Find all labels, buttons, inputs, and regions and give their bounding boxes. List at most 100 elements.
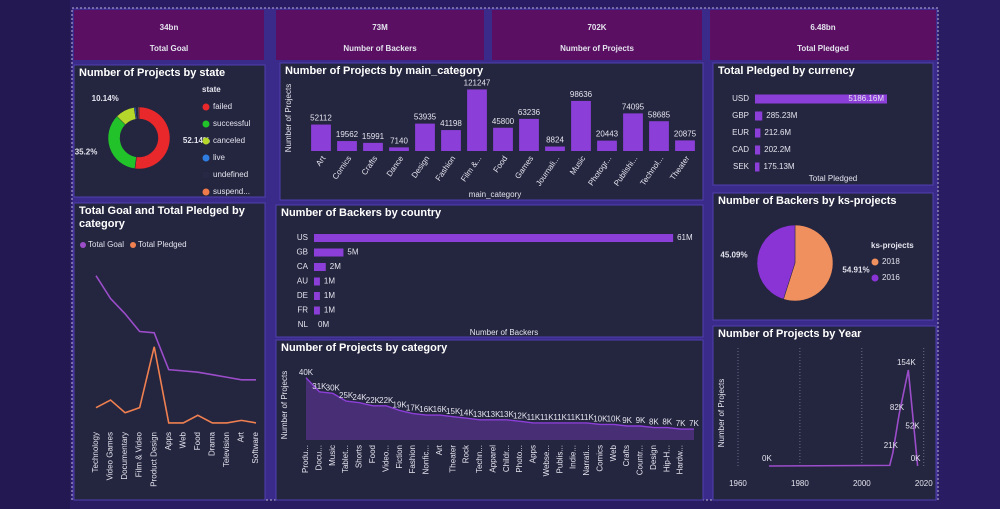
- x-tick-label: Food: [368, 445, 377, 463]
- legend-dot: [202, 137, 210, 145]
- x-tick-label: Design: [649, 445, 658, 470]
- data-label: 24K: [352, 393, 367, 402]
- y-tick-label: NL: [298, 320, 309, 329]
- data-label: 13K: [486, 410, 501, 419]
- bar: [755, 162, 760, 172]
- x-tick-label: Drama: [207, 431, 216, 456]
- pie-slice: [756, 224, 796, 300]
- bar: [755, 145, 761, 155]
- legend-label: 2016: [882, 273, 900, 282]
- x-tick-label: Food: [193, 432, 202, 450]
- bar: [314, 248, 344, 257]
- x-tick-label: Childr...: [502, 445, 511, 472]
- legend-label: successful: [213, 119, 251, 128]
- legend-title: ks-projects: [871, 241, 914, 250]
- data-label: 2M: [330, 262, 341, 271]
- data-label: 10K: [607, 415, 622, 424]
- y-tick-label: GB: [296, 248, 308, 257]
- x-tick-label: Video Games: [106, 432, 115, 480]
- data-label: 9K: [636, 416, 646, 425]
- data-label: 5M: [347, 248, 358, 257]
- legend-dot: [202, 171, 210, 179]
- x-tick-label: Web: [609, 444, 618, 461]
- x-tick-label: Film & Video: [135, 431, 144, 477]
- bar: [755, 128, 761, 138]
- x-tick-label: Techn...: [475, 445, 484, 473]
- data-label: 8K: [649, 418, 659, 427]
- x-tick-label: Crafts: [622, 445, 631, 466]
- y-tick-label: FR: [297, 306, 308, 315]
- legend-dot: [202, 188, 210, 196]
- bar: [571, 100, 591, 151]
- x-tick-label: Apps: [164, 432, 173, 450]
- x-tick-label: Software: [251, 431, 260, 463]
- data-label: 25K: [339, 391, 354, 400]
- chart-title: Total Goal and Total Pledged by category: [79, 205, 245, 230]
- y-tick-label: USD: [732, 94, 749, 103]
- bar: [314, 277, 320, 286]
- bar: [597, 140, 617, 151]
- kpi-label: Number of Backers: [343, 44, 417, 53]
- legend-title: state: [202, 85, 221, 94]
- x-tick-label: Technology: [91, 432, 100, 472]
- x-tick-label: Art: [435, 444, 444, 455]
- data-label: 19562: [336, 130, 359, 139]
- data-label: 11K: [580, 413, 594, 422]
- data-label: 15991: [362, 132, 385, 141]
- data-label: 13K: [473, 410, 488, 419]
- legend-dot: [871, 274, 879, 282]
- x-tick-label: Shorts: [355, 445, 364, 468]
- bar: [441, 130, 461, 151]
- x-tick-label: Web: [178, 431, 187, 448]
- y-tick-label: GBP: [732, 111, 749, 120]
- data-label: 20443: [596, 130, 619, 139]
- data-label: 17K: [406, 404, 421, 413]
- bar: [311, 124, 331, 151]
- kpi-card: [276, 10, 484, 60]
- chart-title: Total Pledged by currency: [718, 65, 855, 77]
- bar: [493, 127, 513, 151]
- x-tick-label: Webse...: [542, 445, 551, 476]
- x-tick-label: Apparel: [488, 445, 497, 473]
- slice-label: 52.14%: [183, 136, 210, 145]
- data-label: 7K: [689, 419, 699, 428]
- y-tick-label: US: [297, 233, 308, 242]
- chart-title: Number of Projects by category: [281, 342, 448, 354]
- panel: [275, 204, 704, 338]
- bar: [519, 118, 539, 151]
- data-label: 7K: [676, 419, 686, 428]
- x-tick-label: Product Design: [149, 432, 158, 487]
- y-tick-label: CAD: [732, 145, 749, 154]
- bar: [314, 263, 326, 271]
- data-label: 7140: [390, 136, 408, 145]
- bar: [467, 89, 487, 151]
- x-tick-label: Television: [222, 432, 231, 467]
- kpi-card: [710, 10, 936, 60]
- y-tick-label: CA: [297, 262, 309, 271]
- bar: [675, 140, 695, 151]
- y-tick-label: EUR: [732, 128, 749, 137]
- chart-title: Number of Backers by country: [281, 207, 442, 219]
- kpi-card: [492, 10, 702, 60]
- x-tick-label: Fiction: [395, 445, 404, 469]
- data-label: 0K: [762, 454, 772, 463]
- area-line: [305, 377, 694, 430]
- data-label: 285.23M: [766, 111, 797, 120]
- bar: [755, 111, 763, 121]
- data-label: 16K: [419, 405, 434, 414]
- x-tick-label: Fashion: [408, 445, 417, 473]
- y-axis-label: Number of Projects: [717, 379, 726, 447]
- data-label: 11K: [567, 413, 581, 422]
- data-label: 21K: [884, 441, 899, 450]
- data-label: 52K: [905, 422, 920, 431]
- bar: [623, 113, 643, 151]
- legend-dot: [130, 242, 137, 248]
- x-tick-label: Docu...: [314, 445, 323, 470]
- x-axis-label: main_category: [469, 190, 521, 199]
- chart-title: Number of Projects by Year: [718, 328, 862, 340]
- side-strip: [0, 0, 70, 509]
- legend-label: Total Pledged: [138, 240, 186, 249]
- data-label: 1M: [324, 291, 335, 300]
- pie-slice: [137, 106, 140, 120]
